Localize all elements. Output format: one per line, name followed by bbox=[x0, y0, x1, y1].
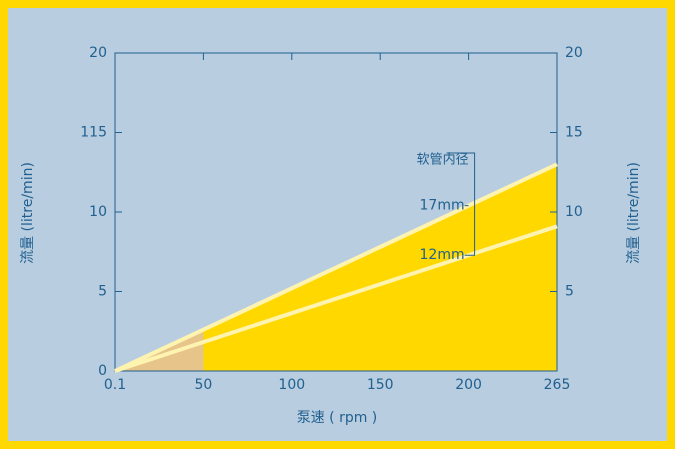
series-label: 12mm bbox=[420, 247, 465, 263]
y2-axis-label: 流量 (litre/min) bbox=[626, 162, 642, 264]
y-tick-label: 10 bbox=[89, 204, 107, 220]
y-tick-label: 115 bbox=[80, 125, 107, 141]
bracket bbox=[446, 152, 476, 256]
legend-title: 软管内径 bbox=[417, 152, 469, 168]
y-tick-label: 20 bbox=[89, 45, 107, 61]
y2-tick-label: 5 bbox=[565, 284, 574, 300]
y2-tick-label: 10 bbox=[565, 204, 583, 220]
x-tick-label: 265 bbox=[544, 377, 571, 393]
y-axis-label: 流量 (litre/min) bbox=[20, 162, 36, 264]
area bbox=[203, 164, 557, 371]
line bbox=[114, 162, 558, 373]
x-tick-label: 150 bbox=[367, 377, 394, 393]
line bbox=[114, 224, 558, 373]
x-tick-label: 100 bbox=[278, 377, 305, 393]
x-tick-label: 50 bbox=[194, 377, 212, 393]
series-label: 17mm bbox=[420, 198, 465, 214]
y2-tick-label: 20 bbox=[565, 45, 583, 61]
y2-tick-label: 15 bbox=[565, 125, 583, 141]
x-tick-label: 200 bbox=[455, 377, 482, 393]
x-axis-label: 泵速 ( rpm ) bbox=[297, 410, 378, 426]
y-tick-label: 5 bbox=[98, 284, 107, 300]
x-tick-label: 0.1 bbox=[104, 377, 126, 393]
y-tick-label: 0 bbox=[98, 363, 107, 379]
